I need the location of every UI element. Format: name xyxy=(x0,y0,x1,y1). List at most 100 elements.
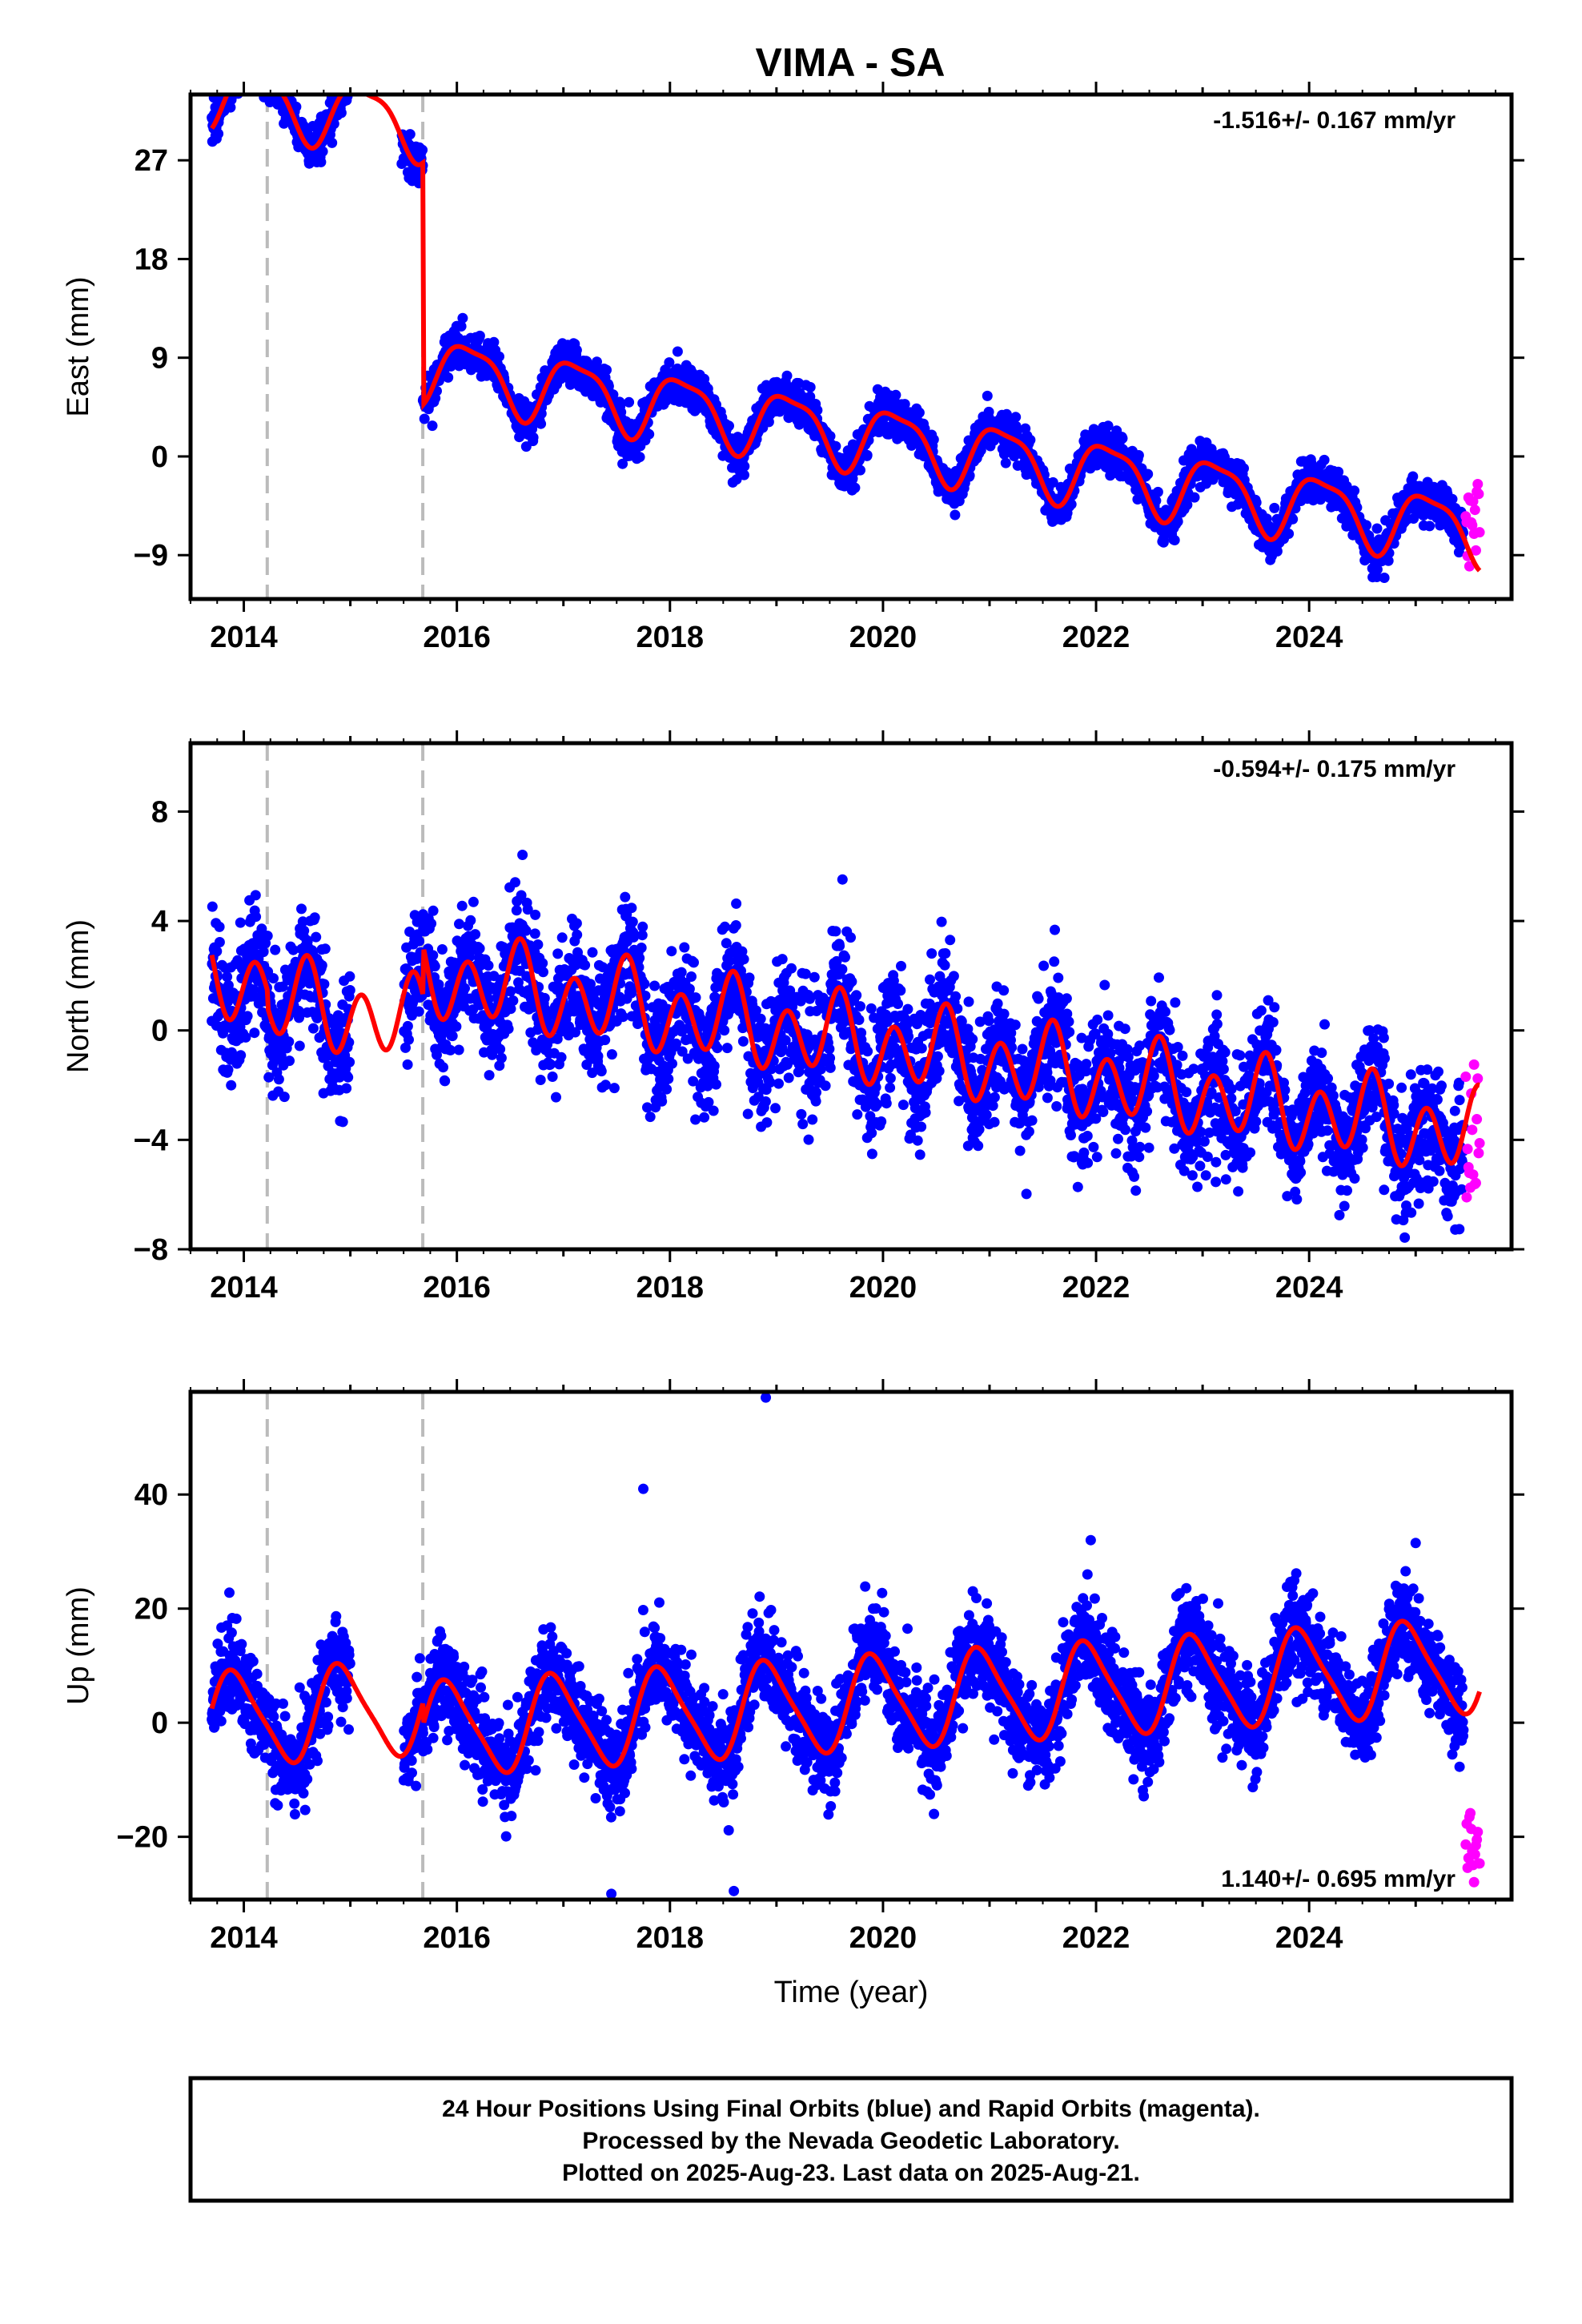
final-orbit-point xyxy=(259,72,270,82)
final-orbit-point xyxy=(263,69,273,79)
final-orbit-point xyxy=(805,382,816,392)
chart-title: VIMA - SA xyxy=(755,40,945,85)
final-orbit-point xyxy=(262,74,272,85)
plot-frame xyxy=(188,92,1514,601)
final-orbit-point xyxy=(223,1064,234,1076)
final-orbit-point xyxy=(251,66,262,77)
final-orbit-point xyxy=(226,1080,237,1091)
data-points xyxy=(207,850,1485,1243)
final-orbit-point xyxy=(1000,457,1011,468)
final-orbit-point xyxy=(248,70,259,80)
final-orbit-point xyxy=(235,1050,247,1061)
final-orbit-point xyxy=(248,54,259,64)
final-orbit-point xyxy=(243,63,253,74)
final-orbit-point xyxy=(227,71,237,82)
final-orbit-point xyxy=(335,79,345,90)
final-orbit-point xyxy=(484,1070,495,1081)
final-orbit-point xyxy=(572,929,583,940)
final-orbit-point xyxy=(250,890,261,901)
final-orbit-point xyxy=(230,67,240,78)
final-orbit-point xyxy=(637,921,648,932)
final-orbit-point xyxy=(672,346,683,357)
final-orbit-point xyxy=(601,364,612,376)
final-orbit-point xyxy=(245,71,255,82)
final-orbit-point xyxy=(258,76,268,86)
final-orbit-point xyxy=(231,64,242,74)
final-orbit-point xyxy=(592,1051,604,1062)
final-orbit-point xyxy=(344,971,355,982)
final-orbit-point xyxy=(587,947,598,958)
final-orbit-point xyxy=(1379,573,1390,583)
final-orbit-point xyxy=(213,128,224,139)
final-orbit-point xyxy=(855,464,865,476)
final-orbit-point xyxy=(447,1031,458,1042)
final-orbit-point xyxy=(580,959,591,971)
final-orbit-point xyxy=(596,1066,607,1077)
final-orbit-point xyxy=(251,68,261,78)
final-orbit-point xyxy=(1150,495,1162,506)
final-orbit-point xyxy=(335,80,345,90)
final-orbit-point xyxy=(239,60,250,70)
final-orbit-point xyxy=(335,107,347,119)
final-orbit-point xyxy=(330,82,340,92)
final-orbit-point xyxy=(291,101,302,112)
final-orbit-point xyxy=(230,70,240,81)
x-tick-label: 2020 xyxy=(849,621,917,654)
final-orbit-point xyxy=(229,62,239,72)
final-orbit-point xyxy=(237,66,247,77)
final-orbit-point xyxy=(252,66,263,77)
final-orbit-point xyxy=(257,78,267,88)
final-orbit-point xyxy=(262,73,272,83)
final-orbit-point xyxy=(309,912,320,923)
final-orbit-point xyxy=(238,53,248,63)
final-orbit-point xyxy=(592,356,602,368)
final-orbit-point xyxy=(664,357,675,368)
y-axis-label: East (mm) xyxy=(62,276,95,416)
final-orbit-point xyxy=(508,995,519,1006)
final-orbit-point xyxy=(337,1116,348,1128)
final-orbit-point xyxy=(781,370,793,381)
final-orbit-point xyxy=(278,78,288,89)
final-orbit-point xyxy=(950,509,961,521)
final-orbit-point xyxy=(1189,492,1200,503)
final-orbit-point xyxy=(488,336,500,348)
final-orbit-point xyxy=(274,82,284,92)
final-orbit-point xyxy=(890,389,901,400)
final-orbit-point xyxy=(1142,468,1154,480)
final-orbit-point xyxy=(341,1083,352,1094)
final-orbit-point xyxy=(1169,535,1180,545)
final-orbit-point xyxy=(256,63,267,74)
final-orbit-point xyxy=(465,915,476,926)
final-orbit-point xyxy=(552,948,564,959)
final-orbit-point xyxy=(268,75,279,86)
final-orbit-point xyxy=(256,58,267,69)
final-orbit-point xyxy=(271,83,282,94)
final-orbit-point xyxy=(242,66,252,77)
final-orbit-point xyxy=(335,83,345,94)
final-orbit-point xyxy=(231,78,241,89)
final-orbit-point xyxy=(417,144,428,155)
final-orbit-point xyxy=(539,992,550,1003)
final-orbit-point xyxy=(1025,434,1036,445)
final-orbit-point xyxy=(283,1036,295,1047)
final-orbit-point xyxy=(470,929,481,940)
final-orbit-point xyxy=(225,74,235,85)
final-orbit-point xyxy=(258,947,269,958)
final-orbit-point xyxy=(265,79,275,90)
final-orbit-point xyxy=(428,950,439,961)
final-orbit-point xyxy=(268,973,279,984)
final-orbit-point xyxy=(457,312,468,324)
x-tick-label: 2014 xyxy=(210,621,278,654)
final-orbit-point xyxy=(228,70,239,80)
final-orbit-point xyxy=(269,69,279,79)
final-orbit-point xyxy=(1102,420,1114,432)
final-orbit-point xyxy=(315,156,327,167)
y-tick-label: 27 xyxy=(135,144,168,178)
final-orbit-point xyxy=(344,1056,355,1068)
final-orbit-point xyxy=(233,55,243,66)
rapid-orbit-point xyxy=(1474,527,1485,538)
final-orbit-point xyxy=(251,911,262,923)
final-orbit-point xyxy=(259,64,270,74)
final-orbit-point xyxy=(982,390,993,401)
final-orbit-point xyxy=(436,944,448,955)
